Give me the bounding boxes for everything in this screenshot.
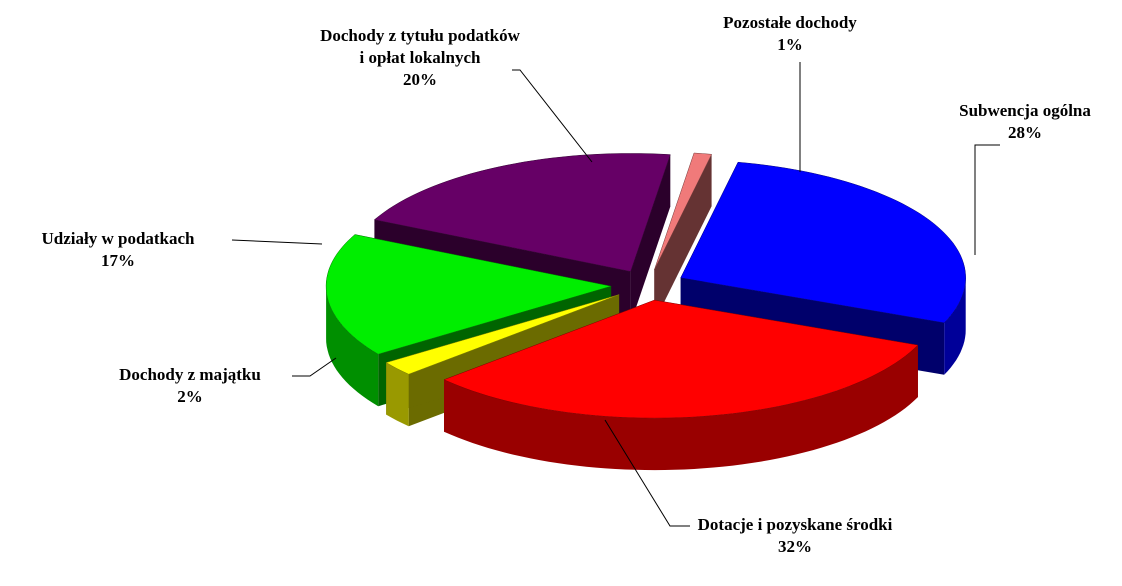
slice: [443, 299, 919, 419]
category-name: Pozostałe dochody: [723, 13, 857, 32]
value-label: 2%: [177, 387, 203, 406]
leader-line: [292, 357, 337, 377]
slice: [385, 294, 620, 375]
slice: [373, 153, 671, 272]
leader-line: [974, 144, 1000, 255]
slice-wall: [944, 277, 966, 375]
value-label: 1%: [777, 35, 803, 54]
leader-line: [604, 419, 690, 527]
slice: [325, 234, 612, 355]
slice: [654, 152, 712, 271]
leader-line: [231, 239, 323, 245]
slice-wall: [444, 345, 918, 471]
slice-wall: [326, 286, 379, 407]
value-label: 28%: [1008, 123, 1042, 142]
slice-label: Pozostałe dochody 1%: [675, 12, 905, 56]
slice-side: [630, 154, 671, 324]
slice-side: [654, 154, 712, 322]
slice-label: Subwencja ogólna 28%: [920, 100, 1122, 144]
slice-label: Dotacje i pozyskane środki 32%: [675, 514, 915, 558]
category-name: Udziały w podatkach: [41, 229, 195, 248]
category-name: Dochody z majątku: [119, 365, 261, 384]
value-label: 20%: [403, 70, 437, 89]
category-name: Dotacje i pozyskane środki: [697, 515, 893, 534]
slice-label: Dochody z tytułu podatków i opłat lokaln…: [320, 25, 520, 91]
leader-line: [512, 69, 593, 163]
value-label: 32%: [778, 537, 812, 556]
slice-label: Dochody z majątku 2%: [65, 364, 315, 408]
slice: [680, 161, 966, 324]
value-label: 17%: [101, 251, 135, 270]
category-name: Subwencja ogólna: [959, 101, 1091, 120]
slice-wall: [386, 362, 409, 427]
category-name: Dochody z tytułu podatków i opłat lokaln…: [320, 26, 520, 67]
slice-label: Udziały w podatkach 17%: [0, 228, 238, 272]
